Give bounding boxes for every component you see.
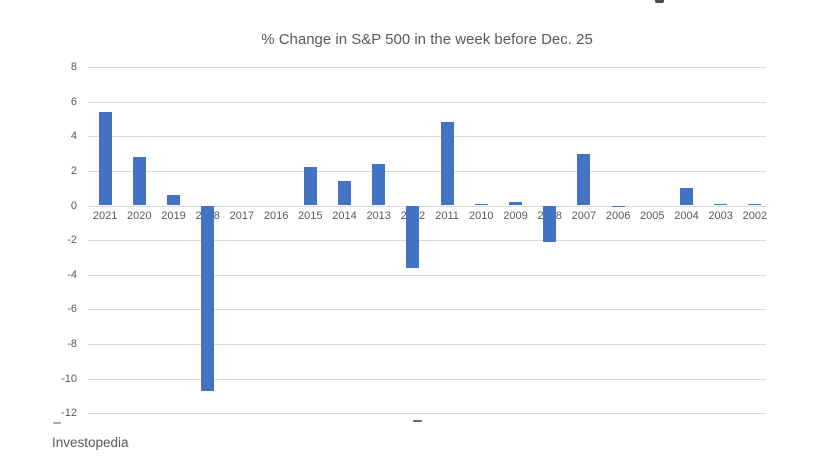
bar-2020: [132, 157, 146, 206]
x-tick-label-2020: 2020: [127, 210, 152, 222]
gridline-4: [88, 136, 766, 138]
y-tick-label--8: -8: [67, 337, 77, 350]
bar-2015: [303, 167, 317, 206]
y-tick-label--2: -2: [67, 234, 77, 247]
gridline-6: [88, 101, 766, 103]
y-tick-label--10: -10: [61, 372, 77, 385]
x-tick-label-2005: 2005: [640, 210, 665, 222]
bar-2012: [406, 205, 420, 268]
plot-area: 86420-2-4-6-8-10-12202120202019201820172…: [61, 61, 768, 420]
bar-2009: [509, 202, 522, 206]
stray-dash-below-chart: [413, 420, 422, 422]
x-tick-label-2016: 2016: [263, 210, 289, 222]
chart-area: % Change in S&P 500 in the week before D…: [61, 31, 768, 420]
x-tick-label-2007: 2007: [571, 210, 597, 222]
chart-title: % Change in S&P 500 in the week before D…: [261, 31, 593, 48]
bar-2011: [440, 122, 454, 206]
y-tick-label--4: -4: [67, 268, 77, 281]
bar-2002: [748, 203, 762, 206]
y-tick-label--12: -12: [61, 407, 77, 420]
y-tick-label-4: 4: [70, 130, 77, 143]
x-tick-label-2014: 2014: [332, 210, 357, 222]
y-tick-label-0: 0: [70, 199, 77, 212]
bar-2004: [680, 188, 693, 206]
bar-2008: [543, 205, 557, 242]
gridline--8: [88, 343, 766, 345]
x-tick-label-2013: 2013: [366, 210, 391, 222]
x-tick-label-2015: 2015: [298, 210, 323, 222]
gridline--10: [88, 378, 766, 380]
bar-2013: [372, 163, 386, 206]
bar-2006: [611, 205, 625, 208]
gridline-8: [88, 67, 766, 69]
bar-2021: [98, 112, 112, 206]
y-tick-label-6: 6: [70, 95, 77, 108]
bar-2010: [474, 203, 488, 206]
x-tick-label-2002: 2002: [742, 210, 768, 222]
gridline--4: [88, 274, 766, 276]
cropped-ui-fragment-top: [655, 0, 664, 3]
bar-2007: [577, 153, 591, 206]
y-tick-label-8: 8: [70, 61, 77, 74]
gridline--6: [88, 309, 766, 311]
x-tick-label-2006: 2006: [605, 210, 631, 222]
stray-dash-above-source: [53, 422, 61, 424]
x-tick-label-2010: 2010: [469, 210, 494, 222]
gridline--12: [88, 413, 766, 415]
x-tick-label-2021: 2021: [92, 210, 118, 222]
x-tick-label-2004: 2004: [674, 210, 699, 222]
x-tick-label-2003: 2003: [708, 210, 733, 222]
x-tick-label-2009: 2009: [503, 210, 528, 222]
y-tick-label-2: 2: [70, 164, 77, 177]
source-label: Investopedia: [52, 435, 129, 450]
gridline-0: [88, 205, 766, 207]
bar-2003: [714, 203, 728, 206]
gridline--2: [88, 240, 766, 242]
y-tick-label--6: -6: [67, 303, 77, 316]
bar-2014: [338, 181, 351, 206]
bar-2018: [201, 205, 215, 391]
gridline-2: [88, 170, 766, 172]
x-tick-label-2019: 2019: [161, 210, 186, 222]
bar-2019: [167, 195, 180, 206]
x-tick-label-2011: 2011: [435, 210, 459, 222]
x-tick-label-2017: 2017: [229, 210, 255, 222]
